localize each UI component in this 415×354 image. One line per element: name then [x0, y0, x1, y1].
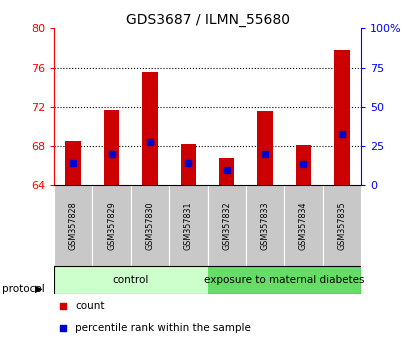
Point: [185, 160, 192, 165]
Bar: [104, 110, 119, 185]
Bar: [54, 266, 208, 294]
Text: GSM357831: GSM357831: [184, 201, 193, 250]
Bar: [284, 185, 323, 266]
Text: GSM357832: GSM357832: [222, 201, 231, 250]
Point: [262, 151, 269, 156]
Point: [146, 139, 153, 145]
Text: exposure to maternal diabetes: exposure to maternal diabetes: [204, 275, 364, 285]
Text: count: count: [76, 301, 105, 311]
Point: [108, 151, 115, 156]
Bar: [334, 50, 349, 185]
Text: GSM357835: GSM357835: [337, 201, 347, 250]
Point: [339, 131, 345, 137]
Point: [70, 160, 76, 165]
Bar: [93, 185, 131, 266]
Bar: [219, 158, 234, 185]
Text: GSM357828: GSM357828: [68, 201, 78, 250]
Text: control: control: [112, 275, 149, 285]
Bar: [246, 185, 284, 266]
Point: [223, 167, 230, 173]
Text: GSM357830: GSM357830: [145, 201, 154, 250]
Bar: [208, 266, 361, 294]
Text: GSM357834: GSM357834: [299, 201, 308, 250]
Text: ▶: ▶: [35, 284, 43, 293]
Bar: [142, 73, 158, 185]
Point: [300, 161, 307, 166]
Title: GDS3687 / ILMN_55680: GDS3687 / ILMN_55680: [125, 13, 290, 27]
Bar: [131, 185, 169, 266]
Bar: [169, 185, 208, 266]
Bar: [181, 144, 196, 185]
Point: [60, 326, 66, 331]
Text: GSM357833: GSM357833: [261, 201, 270, 250]
Bar: [257, 111, 273, 185]
Point: [60, 303, 66, 309]
Bar: [54, 185, 92, 266]
Text: percentile rank within the sample: percentile rank within the sample: [76, 324, 251, 333]
Bar: [66, 141, 81, 185]
Bar: [323, 185, 361, 266]
Text: protocol: protocol: [2, 284, 45, 293]
Text: GSM357829: GSM357829: [107, 201, 116, 250]
Bar: [208, 185, 246, 266]
Bar: [296, 145, 311, 185]
